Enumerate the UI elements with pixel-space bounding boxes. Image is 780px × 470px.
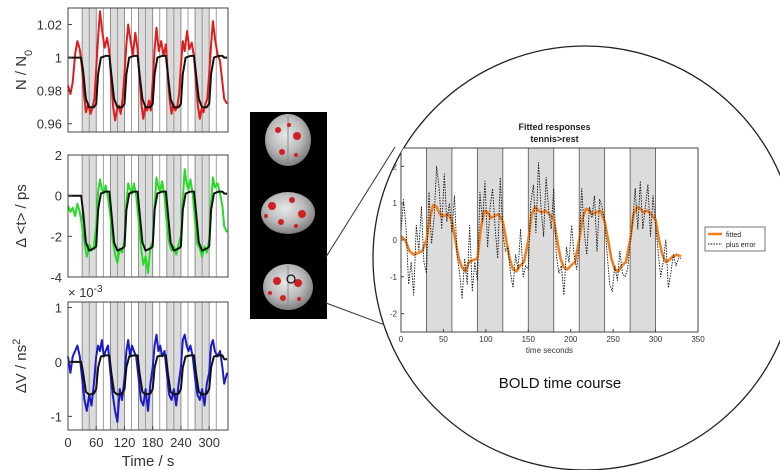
axes-frame <box>67 154 229 278</box>
series-line-model <box>68 354 228 396</box>
y-tick-label: 1 <box>55 51 62 66</box>
x-tick-label: 350 <box>691 335 705 344</box>
y-tick-label: 0 <box>55 189 62 204</box>
y-tick-label: -1 <box>50 409 62 424</box>
y-tick-label: -2 <box>390 310 398 319</box>
axes-frame <box>67 301 229 431</box>
series-line-model <box>68 190 228 252</box>
x-tick-label: 150 <box>522 335 536 344</box>
x-tick-label: 60 <box>89 435 103 450</box>
x-tick-label: 0 <box>64 435 71 450</box>
legend-box <box>704 226 766 252</box>
series-line-measured <box>67 333 229 423</box>
y-tick-label: -2 <box>50 229 62 244</box>
brain-side-view <box>261 192 315 234</box>
panel-mean-time-shift: 2 0 -2 -4 Δ <t> / ps <box>13 148 229 285</box>
brain-images-inset <box>250 112 327 319</box>
x-tick-label: 50 <box>439 335 448 344</box>
y-tick-label: 1 <box>393 199 398 208</box>
y-tick-label: 0 <box>393 236 398 245</box>
y-tick-label: 0 <box>55 355 62 370</box>
y-axis-label: ΔV / ns2 <box>11 339 30 394</box>
shaded-block <box>629 147 656 333</box>
exponent-label: × 10-3 <box>68 284 103 301</box>
legend-label-plus-error: plus error <box>726 242 756 249</box>
x-axis-label: time seconds <box>526 346 573 355</box>
y-tick-label: -1 <box>390 273 398 282</box>
series-line-measured <box>67 10 228 122</box>
series-line-measured <box>67 168 229 274</box>
y-tick-label: 1 <box>55 300 62 315</box>
exponent-power: -3 <box>94 284 103 295</box>
y-axis-label-superscript: 2 <box>11 339 23 345</box>
brain-bottom-view <box>263 264 313 310</box>
connector-line-lower <box>325 302 386 326</box>
region-marker <box>286 274 296 284</box>
series-line-model <box>68 54 228 109</box>
shaded-block <box>578 147 606 333</box>
connector-line-upper <box>325 146 396 258</box>
x-tick-label: 300 <box>649 335 663 344</box>
x-tick-label: 180 <box>142 435 164 450</box>
chart-title: Fitted responses <box>518 122 590 132</box>
legend-label-fitted: fitted <box>726 232 741 239</box>
y-axis-label: N / N0 <box>13 50 35 90</box>
series-line-plus-error <box>400 162 681 300</box>
shaded-block <box>527 147 555 333</box>
x-tick-label: 250 <box>606 335 620 344</box>
x-tick-label: 100 <box>479 335 493 344</box>
brain-top-view <box>265 114 311 166</box>
y-tick-label: -4 <box>50 270 62 285</box>
y-axis-label: Δ <t> / ps <box>13 184 30 247</box>
axes-frame <box>67 7 229 133</box>
y-tick-label: 0.98 <box>37 84 62 99</box>
x-tick-label: 120 <box>114 435 136 450</box>
chart-subtitle: tennis>rest <box>530 134 578 144</box>
y-tick-label: 2 <box>393 162 398 171</box>
shaded-block <box>476 147 504 333</box>
y-tick-label: 2 <box>55 148 62 163</box>
x-tick-label: 200 <box>564 335 578 344</box>
x-tick-label: 0 <box>399 335 404 344</box>
x-tick-label: 300 <box>198 435 220 450</box>
y-tick-label: 0.96 <box>37 117 62 132</box>
x-tick-label: 240 <box>170 435 192 450</box>
panel-normalized-counts: 1.02 1 0.98 0.96 N / N0 <box>13 7 229 133</box>
panel-fitted-responses: 2 1 0 -1 -2 0 50 100 150 200 250 300 350 time seconds… <box>390 122 766 392</box>
x-axis-label: Time / s <box>122 453 175 470</box>
caption: BOLD time course <box>499 375 622 392</box>
y-tick-label: 1.02 <box>37 18 62 33</box>
shaded-block <box>426 147 453 333</box>
y-axis-label-subscript: 0 <box>23 50 35 56</box>
